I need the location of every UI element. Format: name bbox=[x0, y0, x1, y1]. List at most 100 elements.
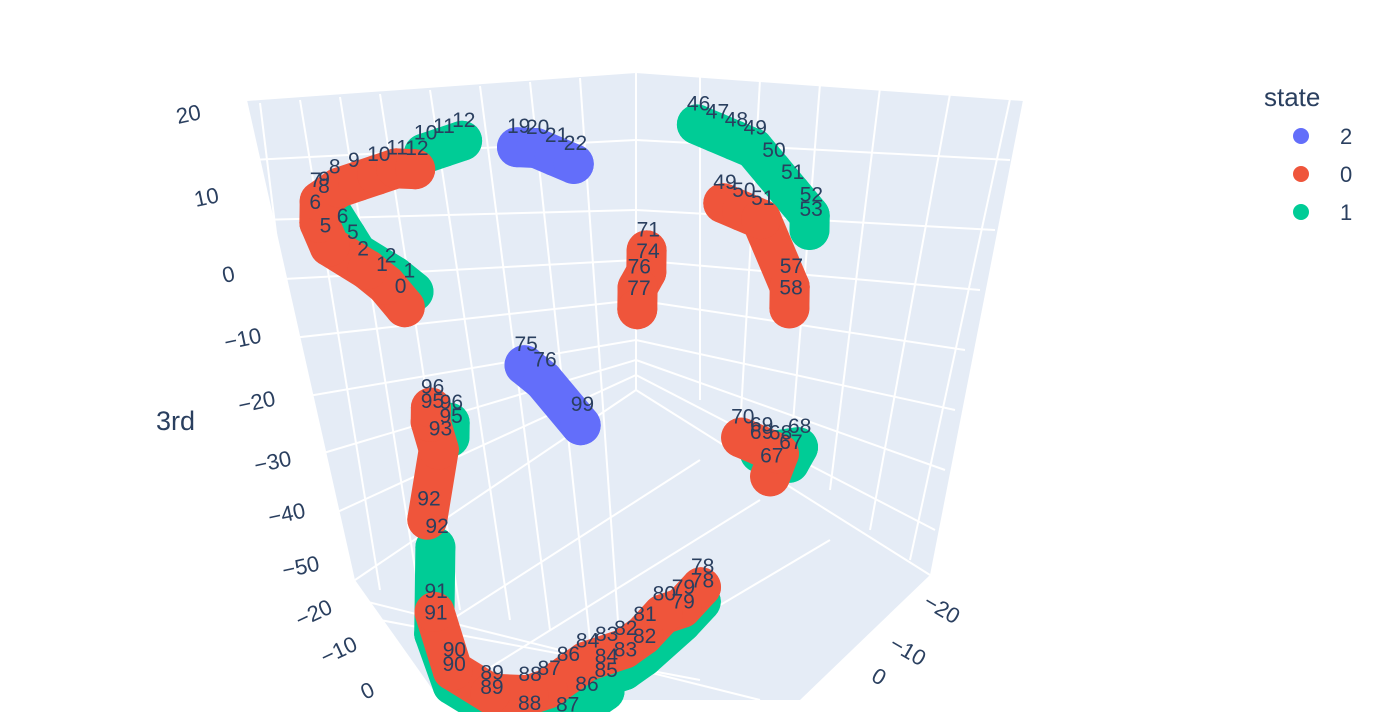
point-label: 9 bbox=[318, 168, 330, 191]
point-label: 10 bbox=[367, 143, 390, 166]
legend-marker-1[interactable] bbox=[1293, 204, 1309, 220]
series-1-marker[interactable] bbox=[546, 705, 586, 712]
series-0-marker[interactable] bbox=[470, 673, 511, 712]
grid-line bbox=[869, 93, 951, 531]
point-label: 5 bbox=[347, 221, 359, 244]
point-label: 58 bbox=[779, 276, 802, 299]
series-0-marker[interactable] bbox=[721, 417, 762, 458]
point-label: 95 bbox=[440, 405, 463, 428]
point-label: 22 bbox=[564, 132, 587, 155]
point-label: 81 bbox=[633, 603, 656, 626]
point-label: 88 bbox=[518, 692, 541, 712]
point-label: 87 bbox=[556, 694, 579, 712]
x-tick-label: −10 bbox=[886, 631, 931, 671]
point-label: 9 bbox=[348, 149, 360, 172]
z-tick-label: 10 bbox=[192, 182, 221, 212]
series-2-marker[interactable] bbox=[523, 360, 564, 401]
point-label: 69 bbox=[750, 414, 773, 437]
series-1-marker[interactable] bbox=[442, 120, 483, 161]
point-label: 57 bbox=[780, 255, 803, 278]
series-0-marker[interactable] bbox=[432, 650, 473, 691]
point-label: 90 bbox=[443, 653, 466, 676]
point-label: 83 bbox=[595, 623, 618, 646]
point-label: 10 bbox=[414, 122, 437, 145]
point-label: 70 bbox=[731, 406, 754, 429]
series-0-marker[interactable] bbox=[508, 675, 549, 712]
grid-line bbox=[635, 339, 956, 411]
z-tick-label: −50 bbox=[280, 551, 322, 583]
legend-label-1[interactable]: 1 bbox=[1340, 200, 1352, 225]
point-label: 82 bbox=[614, 617, 637, 640]
point-label: 92 bbox=[425, 515, 448, 538]
point-label: 48 bbox=[725, 108, 748, 131]
legend-marker-2[interactable] bbox=[1293, 128, 1309, 144]
point-label: 0 bbox=[395, 275, 407, 298]
series-1-marker[interactable] bbox=[789, 210, 830, 250]
grid-line bbox=[635, 259, 981, 291]
point-label: 80 bbox=[653, 582, 676, 605]
point-label: 99 bbox=[571, 393, 594, 416]
point-label: 76 bbox=[533, 348, 556, 371]
point-label: 50 bbox=[732, 179, 755, 202]
point-label: 69 bbox=[750, 421, 773, 444]
series-0-marker[interactable] bbox=[347, 249, 388, 290]
grid-line bbox=[259, 102, 321, 591]
point-label: 91 bbox=[424, 602, 447, 625]
grid-line bbox=[909, 98, 1011, 561]
y-tick-label: −20 bbox=[292, 594, 336, 632]
point-label: 2 bbox=[357, 238, 369, 261]
point-label: 86 bbox=[575, 673, 598, 696]
point-label: 11 bbox=[433, 115, 455, 138]
point-label: 46 bbox=[687, 92, 710, 115]
point-label: 12 bbox=[452, 109, 475, 132]
point-label: 74 bbox=[636, 240, 660, 263]
point-label: 8 bbox=[329, 156, 341, 179]
series-0-marker[interactable] bbox=[741, 199, 782, 240]
point-label: 6 bbox=[309, 191, 321, 214]
grid-line bbox=[264, 259, 637, 281]
z-tick-label: −40 bbox=[266, 498, 308, 530]
series-2-marker[interactable] bbox=[560, 405, 601, 446]
series-0-marker[interactable] bbox=[769, 288, 810, 329]
point-label: 91 bbox=[425, 580, 448, 603]
point-label: 82 bbox=[633, 625, 656, 648]
point-label: 90 bbox=[443, 638, 466, 661]
legend-marker-0[interactable] bbox=[1293, 166, 1309, 182]
grid-line bbox=[635, 359, 946, 471]
point-label: 89 bbox=[480, 676, 503, 699]
point-label: 20 bbox=[526, 116, 549, 139]
grid-line bbox=[419, 459, 701, 641]
grid-line bbox=[284, 339, 637, 401]
series-2-marker[interactable] bbox=[553, 144, 594, 184]
grid-line bbox=[829, 87, 881, 491]
grid-lines bbox=[246, 71, 1024, 701]
series-0-marker[interactable] bbox=[617, 289, 658, 330]
z-tick-label: −10 bbox=[222, 323, 264, 355]
point-label: 79 bbox=[672, 590, 695, 613]
point-label: 11 bbox=[386, 136, 408, 159]
legend-label-2[interactable]: 2 bbox=[1340, 124, 1352, 149]
floor-plane bbox=[355, 390, 930, 700]
point-label: 86 bbox=[557, 643, 580, 666]
legend-label-0[interactable]: 0 bbox=[1340, 162, 1352, 187]
x-tick-label: −20 bbox=[920, 589, 965, 629]
z-axis-title: 3rd bbox=[156, 406, 195, 436]
z-tick-label: −20 bbox=[236, 386, 278, 418]
z-tick-label: −30 bbox=[252, 446, 294, 478]
point-label: 6 bbox=[337, 205, 349, 228]
point-label: 1 bbox=[404, 260, 416, 283]
point-label: 19 bbox=[507, 115, 530, 138]
grid-line bbox=[635, 71, 1024, 101]
point-label: 49 bbox=[744, 116, 767, 139]
point-label: 96 bbox=[440, 391, 463, 414]
series-0-marker[interactable] bbox=[414, 592, 455, 632]
point-label: 51 bbox=[781, 161, 804, 184]
y-tick-label: −10 bbox=[317, 631, 361, 669]
series-0-marker[interactable] bbox=[407, 499, 448, 540]
series-0-marker[interactable] bbox=[395, 149, 436, 190]
point-label: 49 bbox=[713, 171, 736, 194]
series-0-marker[interactable] bbox=[410, 387, 451, 428]
point-label: 21 bbox=[545, 124, 568, 147]
y-axis-ticks: −20−10 0 bbox=[292, 594, 379, 704]
